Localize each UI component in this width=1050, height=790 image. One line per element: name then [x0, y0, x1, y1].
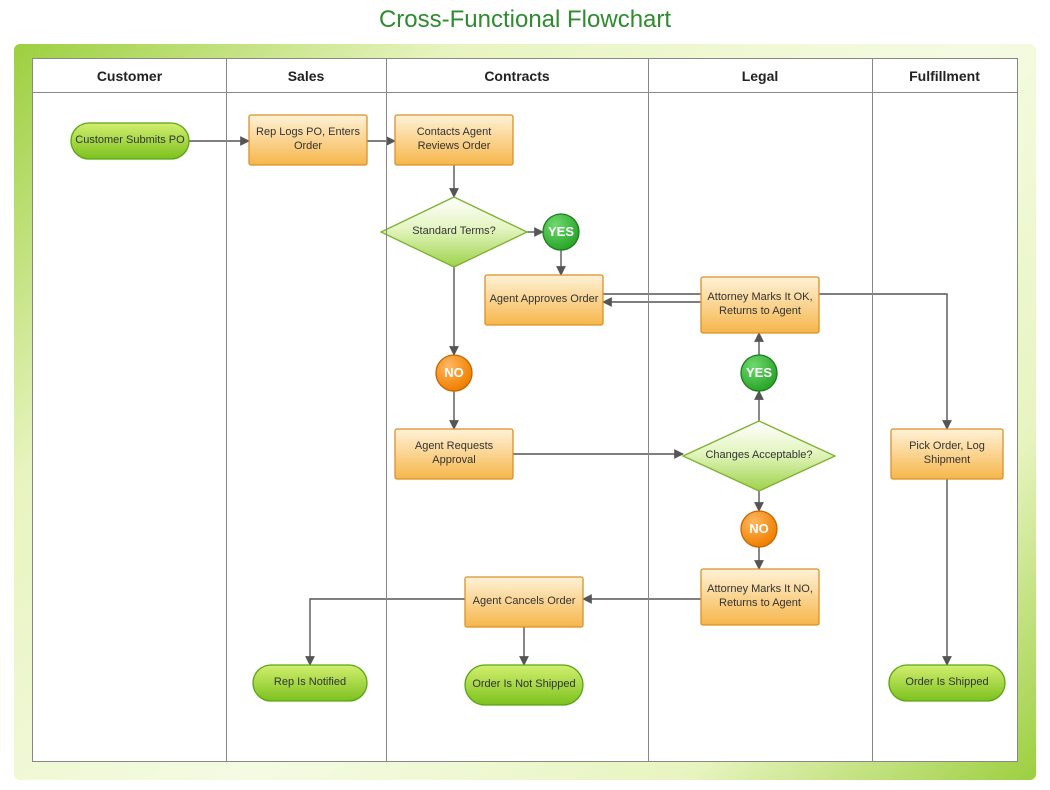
- node-requests: [395, 429, 513, 479]
- lane-divider: [386, 59, 387, 761]
- lane-header-legal: Legal: [648, 59, 872, 93]
- node-attyok: [701, 277, 819, 333]
- lane-header-contracts: Contracts: [386, 59, 648, 93]
- node-yes1: [543, 214, 579, 250]
- nodes-group: [71, 115, 1005, 705]
- node-changes: [683, 421, 835, 491]
- node-stdterms: [381, 197, 527, 267]
- node-replogs: [249, 115, 367, 165]
- chart-title: Cross-Functional Flowchart: [0, 6, 1050, 34]
- flowchart-canvas: Cross-Functional Flowchart CustomerSales…: [0, 0, 1050, 790]
- edge-cancels-repnotified: [310, 599, 465, 665]
- flowchart-svg: [33, 59, 1017, 761]
- node-cancels: [465, 577, 583, 627]
- node-pick: [891, 429, 1003, 479]
- node-shipped: [889, 665, 1005, 701]
- lane-header-customer: Customer: [33, 59, 226, 93]
- node-repnotified: [253, 665, 367, 701]
- node-reviews: [395, 115, 513, 165]
- lane-divider: [872, 59, 873, 761]
- lane-header-fulfillment: Fulfillment: [872, 59, 1017, 93]
- lane-divider: [226, 59, 227, 761]
- node-start: [71, 123, 189, 159]
- chart-frame: CustomerSalesContractsLegalFulfillmentCu…: [14, 44, 1036, 780]
- node-attyno: [701, 569, 819, 625]
- node-no1: [436, 355, 472, 391]
- node-approves: [485, 275, 603, 325]
- swimlanes-container: CustomerSalesContractsLegalFulfillmentCu…: [32, 58, 1018, 762]
- node-notshipped: [465, 665, 583, 705]
- lane-header-sales: Sales: [226, 59, 386, 93]
- node-no2: [741, 511, 777, 547]
- node-yes2: [741, 355, 777, 391]
- lane-divider: [648, 59, 649, 761]
